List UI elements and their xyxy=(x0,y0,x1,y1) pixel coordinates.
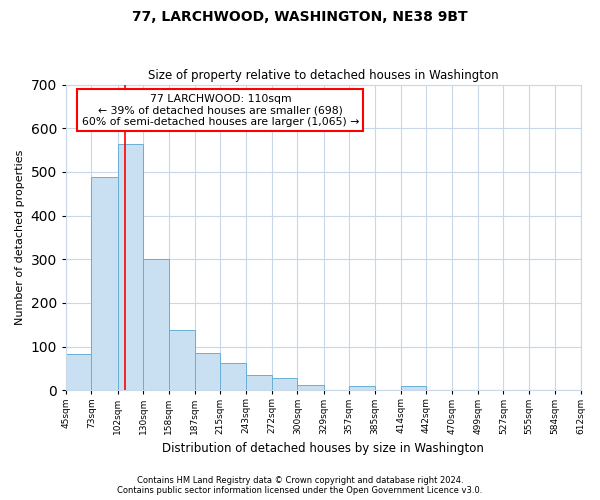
Text: Contains HM Land Registry data © Crown copyright and database right 2024.
Contai: Contains HM Land Registry data © Crown c… xyxy=(118,476,482,495)
Bar xyxy=(272,378,298,390)
Title: Size of property relative to detached houses in Washington: Size of property relative to detached ho… xyxy=(148,69,499,82)
Bar xyxy=(349,386,374,390)
X-axis label: Distribution of detached houses by size in Washington: Distribution of detached houses by size … xyxy=(162,442,484,455)
Bar xyxy=(66,354,91,391)
Bar xyxy=(118,144,143,390)
Bar xyxy=(298,385,323,390)
Bar xyxy=(245,375,272,390)
Bar xyxy=(195,353,220,391)
Text: 77, LARCHWOOD, WASHINGTON, NE38 9BT: 77, LARCHWOOD, WASHINGTON, NE38 9BT xyxy=(132,10,468,24)
Bar xyxy=(401,386,426,390)
Y-axis label: Number of detached properties: Number of detached properties xyxy=(15,150,25,325)
Bar xyxy=(91,177,118,390)
Bar xyxy=(143,259,169,390)
Bar xyxy=(169,330,195,390)
Bar xyxy=(220,363,245,390)
Text: 77 LARCHWOOD: 110sqm
← 39% of detached houses are smaller (698)
60% of semi-deta: 77 LARCHWOOD: 110sqm ← 39% of detached h… xyxy=(82,94,359,127)
